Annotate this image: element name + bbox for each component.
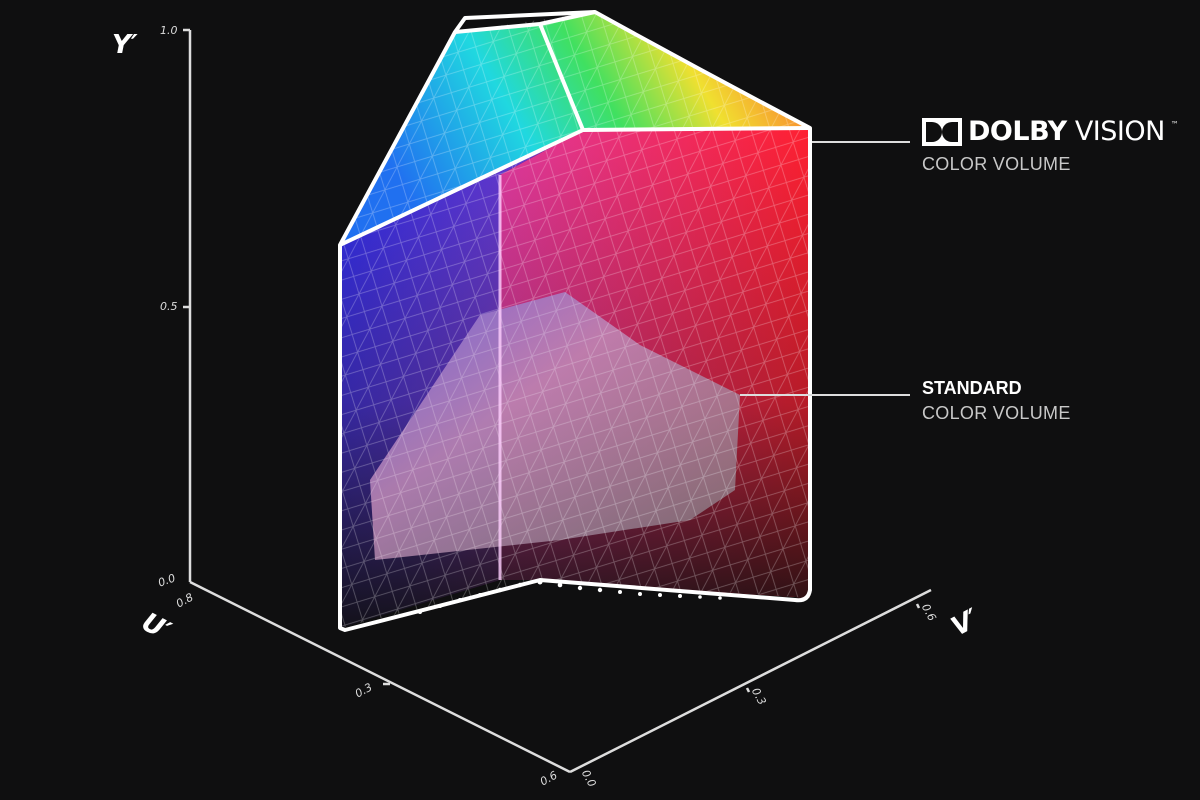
u-axis: [189, 580, 571, 774]
spectral-locus-dots: [418, 579, 722, 614]
vision-word: VISION: [1074, 116, 1165, 147]
trademark: ™: [1170, 120, 1179, 129]
y-axis: [183, 28, 192, 582]
dolby-vision-logo: DOLBY VISION ™: [922, 116, 1179, 147]
dolby-subtitle: COLOR VOLUME: [922, 154, 1071, 174]
y-axis-label: Y′: [112, 30, 138, 60]
v-axis: [569, 588, 932, 774]
dolby-word: DOLBY: [968, 116, 1067, 147]
dolby-vision-volume: [338, 10, 812, 632]
standard-title: STANDARD: [922, 378, 1022, 398]
standard-subtitle: COLOR VOLUME: [922, 403, 1071, 423]
y-tick: 1.0: [160, 24, 178, 37]
y-tick: 0.5: [160, 300, 178, 313]
dolby-double-d-icon: [922, 117, 962, 146]
